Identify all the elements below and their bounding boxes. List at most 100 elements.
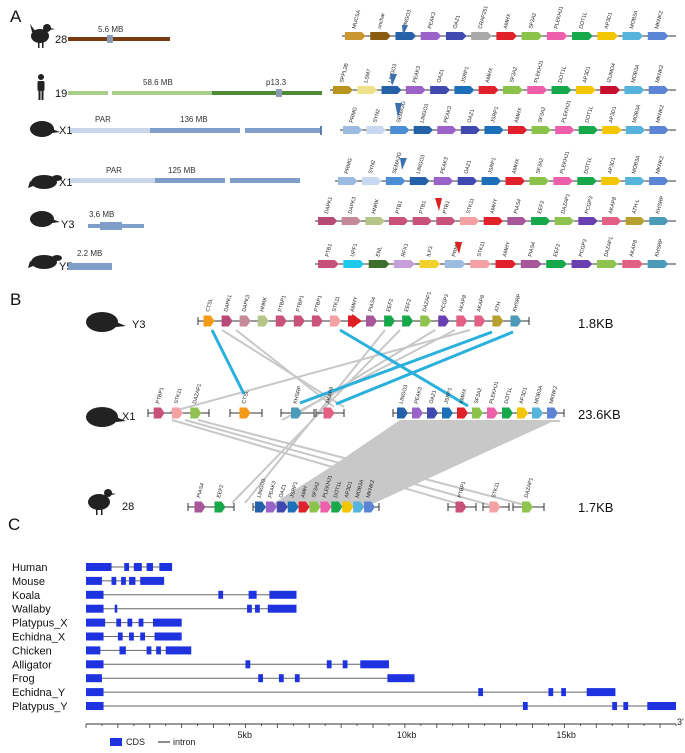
a-gene-label: AP3D1	[608, 106, 618, 124]
b-gene-arrow	[532, 407, 543, 419]
cds-exon	[218, 590, 224, 599]
cds-exon	[86, 674, 102, 683]
chicken-icon-b	[88, 489, 116, 515]
b-gene-arrow	[190, 407, 202, 419]
echidna-icon-a1	[30, 121, 60, 137]
a-gene-label: SYN2	[368, 160, 377, 175]
size-label-platypus: 125 MB	[168, 166, 196, 175]
b-gene-arrow	[329, 315, 341, 327]
a-gene-label: DOT1L	[585, 105, 595, 123]
a-gene-label: DAPK3	[348, 196, 358, 214]
a-gene-arrow	[381, 86, 402, 94]
b-gene-arrow	[172, 407, 183, 419]
chicken-icon-a	[30, 24, 55, 48]
b-gene-label: CTSL	[241, 390, 250, 405]
b-gene-arrow	[397, 407, 408, 419]
a-gene-label: PTB1	[442, 200, 451, 214]
platypus-icon-a2	[28, 255, 62, 269]
chrom-label-28: 28	[55, 34, 67, 46]
a-gene-arrow	[430, 86, 451, 94]
b-gene-arrow	[547, 407, 558, 419]
a-gene-arrow	[343, 260, 365, 268]
a-gene-arrow	[470, 260, 491, 268]
chrom-label-19: 19	[55, 88, 67, 100]
b-gene-label: KHSRP	[293, 385, 304, 405]
a-gene-label: MKNK2	[655, 155, 666, 174]
cds-exon	[140, 576, 165, 585]
a-gene-arrow	[318, 217, 338, 225]
a-gene-label: AMHX	[514, 107, 524, 124]
cds-exon	[586, 688, 616, 697]
chrom-label-x1-echidna: X1	[59, 125, 72, 137]
b-gene-label: STK11	[491, 482, 501, 499]
b-gene-label: OAZ1	[429, 390, 438, 405]
b-gene-arrow	[194, 501, 206, 513]
b-gene-label: STK11	[332, 296, 342, 313]
size-label-y5: 2.2 MB	[77, 249, 102, 258]
panel-a-gene-tracks: MUCSA unchar LINGO3 PEAK3 OAZ1 CRAP251 AMHX SF3…	[315, 5, 676, 268]
a-gene-arrow	[649, 217, 669, 225]
b-gene-label: PTBP1	[277, 295, 287, 313]
a-gene-arrow	[546, 32, 568, 40]
a-gene-arrow	[460, 126, 481, 134]
b-gene-arrow	[427, 407, 438, 419]
a-gene-label: PLEKHJ1	[561, 100, 573, 124]
a-gene-label: AP3D1	[607, 157, 617, 175]
a-gene-arrow	[460, 217, 480, 225]
b-gene-label: AMHX	[459, 388, 469, 405]
size-label-echidna: 136 MB	[180, 115, 208, 124]
marker-human	[390, 74, 397, 86]
b-gene-arrow	[221, 315, 233, 327]
legend-cds-label: CDS	[126, 737, 145, 747]
a-gene-arrow	[578, 126, 599, 134]
a-gene-label: AP3D1	[604, 12, 614, 30]
a-gene-label: SEMA3G	[392, 152, 404, 175]
a-gene-arrow	[454, 86, 475, 94]
row-label-b-x1: X1	[122, 411, 135, 423]
b-gene-label: STK11	[174, 388, 184, 405]
a-gene-arrow	[394, 260, 415, 268]
b-gene-arrow	[364, 501, 376, 513]
b-gene-label: MOB3A	[534, 385, 545, 405]
a-gene-label: PEAK3	[412, 65, 422, 83]
kb-label-x1: 23.6KB	[578, 407, 621, 422]
b-gene-label: EEF2	[404, 298, 413, 312]
cds-exon	[294, 674, 300, 683]
x-axis-end-label: 3'	[677, 717, 684, 727]
b-gene-arrow	[239, 315, 251, 327]
b-gene-label: MOB3A	[355, 479, 366, 499]
marker-chicken	[402, 25, 408, 36]
cds-exon	[121, 576, 126, 585]
b-gene-arrow	[254, 501, 266, 513]
a-gene-arrow	[625, 177, 645, 185]
a-gene-label: PRMG	[344, 158, 354, 175]
b-gene-label: DAZAP1	[192, 383, 203, 405]
cds-exon	[129, 632, 134, 641]
b-gene-label: PEAK3	[267, 480, 277, 498]
a-gene-arrow	[647, 32, 669, 40]
cds-exon	[146, 563, 153, 571]
size-label-human: 58.6 MB	[143, 78, 173, 87]
b-gene-arrow	[320, 501, 332, 513]
gene-structure-chart: Human Mouse Koala Wallaby Platypus_X Echidna_…	[12, 562, 684, 747]
a-gene-label: MKNK2	[655, 104, 666, 123]
a-gene-arrow	[444, 260, 466, 268]
b-gene-arrow	[239, 407, 251, 419]
a-gene-label: AKAP8	[629, 239, 639, 257]
cds-exon	[140, 632, 145, 641]
b-gene-arrow	[214, 501, 226, 513]
a-gene-label: PTB1	[419, 200, 428, 214]
a-gene-label: ATH-L	[632, 199, 642, 215]
kb-label-y3: 1.8KB	[578, 316, 613, 331]
b-gene-label: DOT1L	[504, 386, 514, 404]
a-gene-label: AMHX	[511, 158, 521, 175]
a-gene-arrow	[622, 260, 644, 268]
species-label: Platypus_Y	[12, 701, 68, 713]
a-gene-label: unchar	[377, 12, 387, 29]
a-gene-label: OAZ1	[464, 160, 473, 175]
species-label: Echidna_Y	[12, 687, 66, 699]
a-gene-arrow	[419, 260, 441, 268]
b-gene-label: DAZAP1	[422, 291, 433, 313]
cds-exon	[342, 660, 348, 669]
a-gene-arrow	[602, 217, 622, 225]
